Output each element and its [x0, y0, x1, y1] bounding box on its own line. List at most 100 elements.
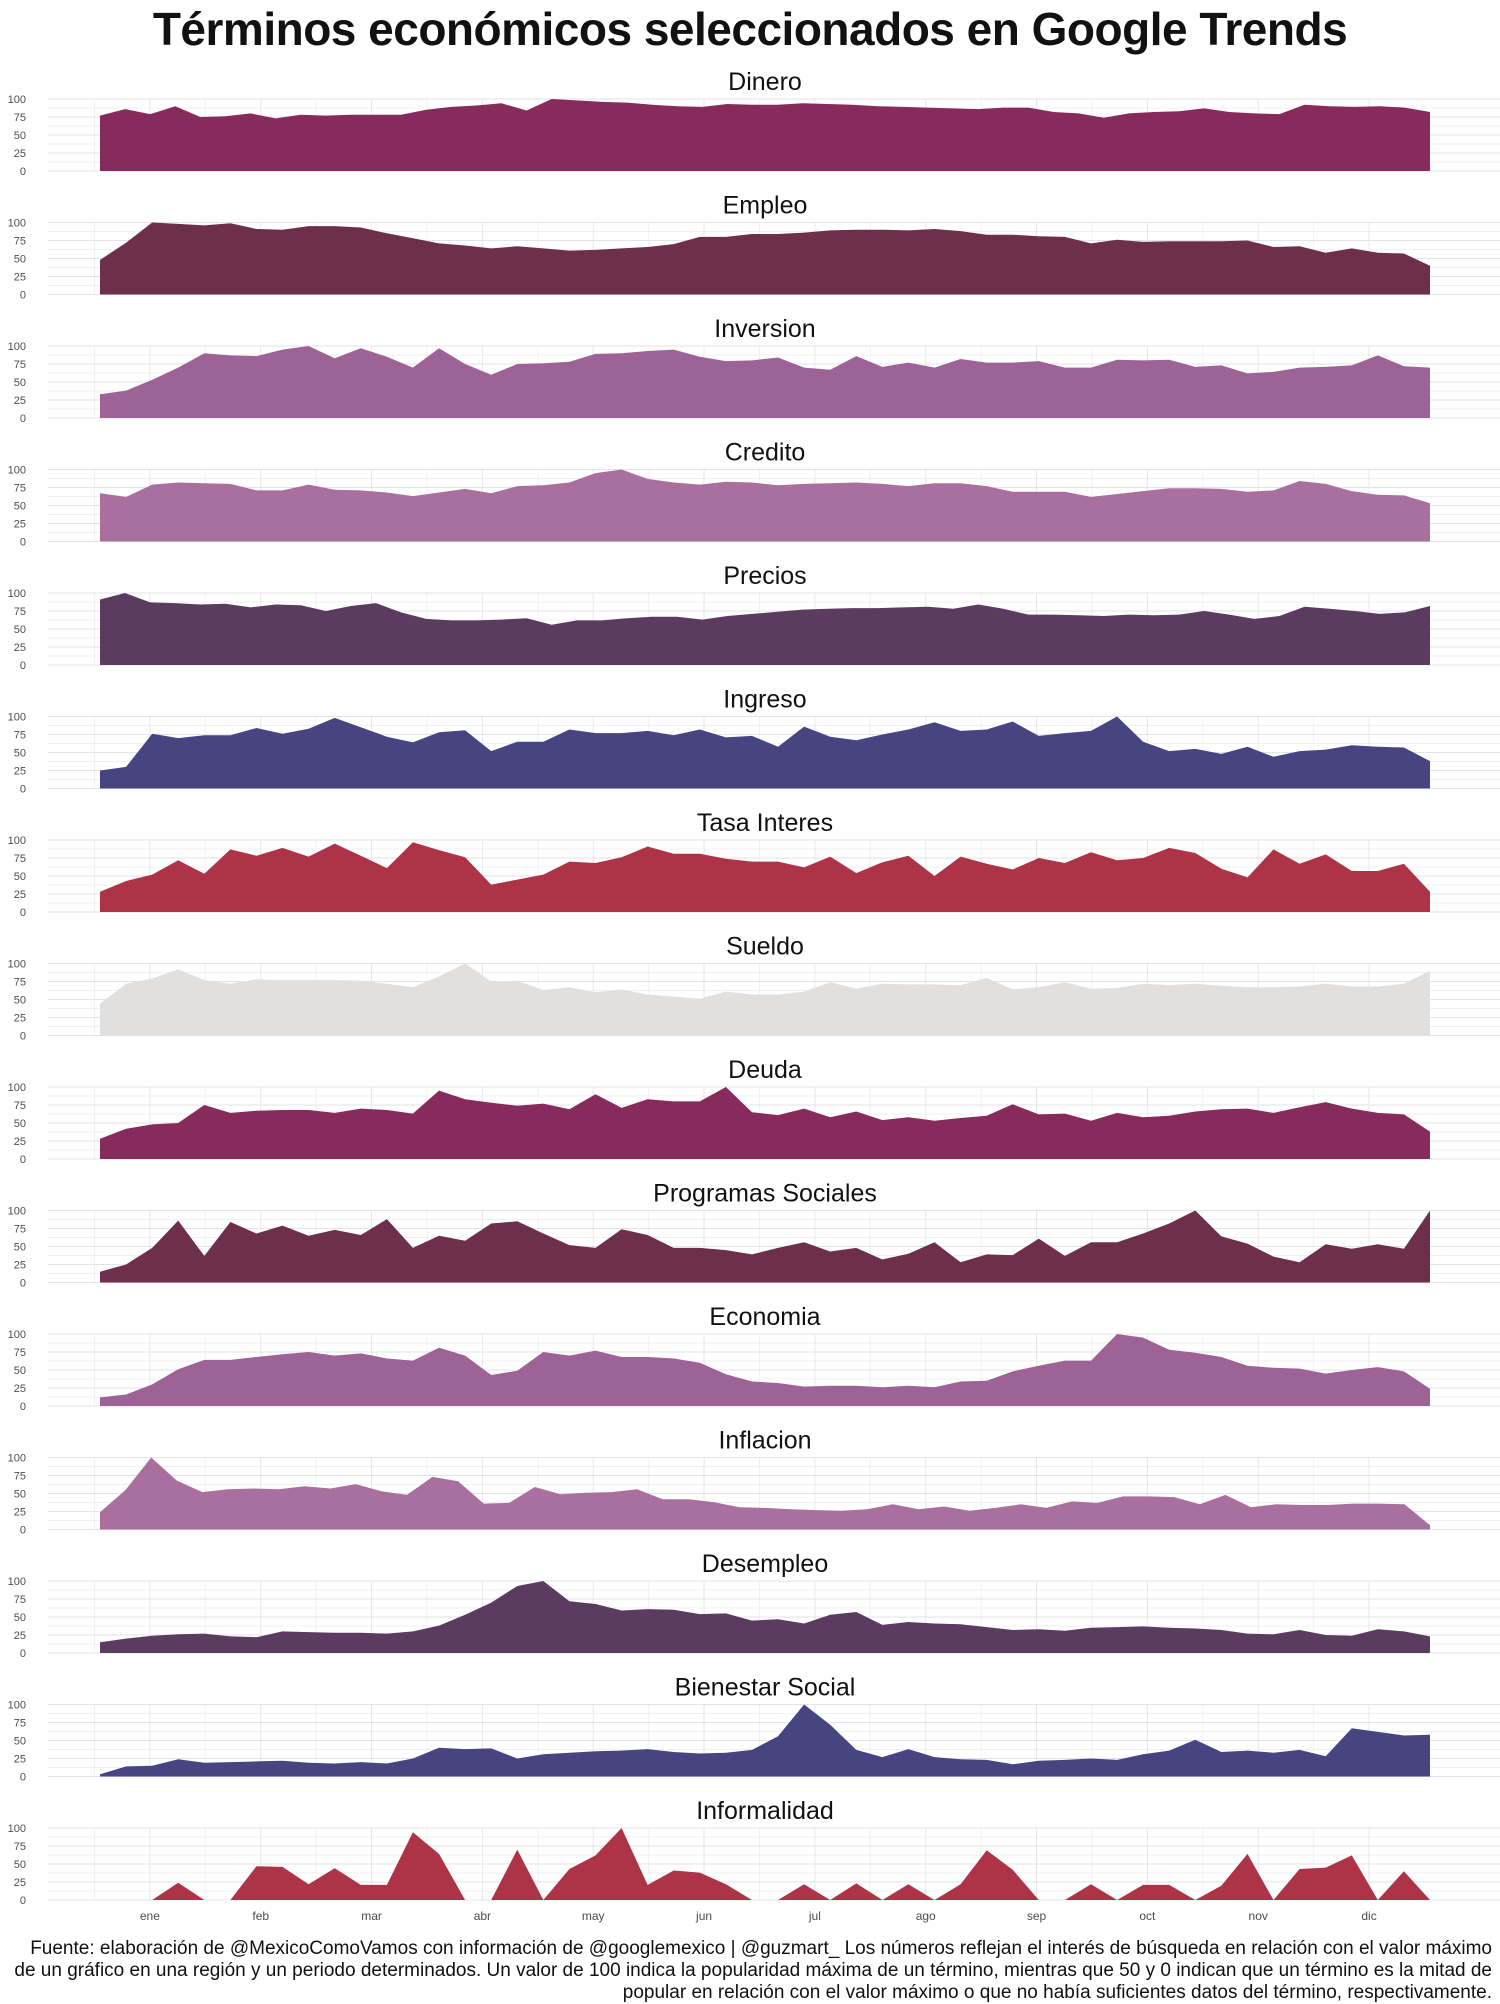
y-tick-label: 50 — [14, 871, 26, 883]
y-tick-label: 0 — [20, 1401, 26, 1413]
y-tick-label: 100 — [8, 1329, 26, 1341]
y-tick-label: 25 — [14, 1383, 26, 1395]
y-tick-label: 0 — [20, 784, 26, 796]
panel-sueldo: Sueldo 0 25 50 75 100 — [8, 933, 1500, 1043]
x-tick-label: feb — [252, 1909, 269, 1923]
y-tick-label: 100 — [8, 588, 26, 600]
y-tick-label: 25 — [14, 889, 26, 901]
y-tick-label: 50 — [14, 254, 26, 266]
y-tick-label: 100 — [8, 1700, 26, 1712]
panel-economia: Economia 0 25 50 75 100 — [8, 1303, 1500, 1413]
panel-desempleo: Desempleo 0 25 50 75 100 — [8, 1550, 1500, 1660]
area-programas-sociales — [100, 1210, 1430, 1283]
x-tick-label: ene — [140, 1909, 160, 1923]
x-tick-label: sep — [1027, 1909, 1047, 1923]
panel-title: Inflacion — [718, 1427, 811, 1455]
y-tick-label: 75 — [14, 1100, 26, 1112]
y-tick-label: 0 — [20, 1278, 26, 1290]
y-tick-label: 100 — [8, 94, 26, 106]
x-tick-label: ago — [916, 1909, 936, 1923]
y-tick-label: 25 — [14, 1013, 26, 1025]
y-tick-label: 100 — [8, 1082, 26, 1094]
area-desempleo — [100, 1581, 1430, 1653]
panel-title: Inversion — [714, 315, 815, 343]
x-tick-label: mar — [361, 1909, 382, 1923]
panel-title: Deuda — [728, 1056, 802, 1084]
y-tick-label: 75 — [14, 1347, 26, 1359]
y-tick-label: 50 — [14, 624, 26, 636]
panel-title: Economia — [709, 1303, 820, 1331]
panel-title: Tasa Interes — [697, 809, 833, 837]
y-tick-label: 75 — [14, 1718, 26, 1730]
y-tick-label: 50 — [14, 1736, 26, 1748]
panel-title: Sueldo — [726, 933, 804, 961]
panel-inversion: Inversion 0 25 50 75 100 — [8, 315, 1500, 425]
panel-title: Dinero — [728, 68, 802, 96]
x-tick-label: jul — [808, 1909, 821, 1923]
panel-inflacion: Inflacion 0 25 50 75 100 — [8, 1427, 1500, 1537]
panel-tasa-interes: Tasa Interes 0 25 50 75 100 — [8, 809, 1500, 919]
y-tick-label: 25 — [14, 1877, 26, 1889]
panel-bienestar-social: Bienestar Social 0 25 50 75 100 — [8, 1674, 1500, 1784]
y-tick-label: 25 — [14, 395, 26, 407]
y-tick-label: 0 — [20, 1648, 26, 1660]
source-caption: Fuente: elaboración de @MexicoComoVamos … — [14, 1938, 1492, 2003]
y-tick-label: 0 — [20, 166, 26, 178]
y-tick-label: 25 — [14, 1260, 26, 1272]
y-tick-label: 100 — [8, 835, 26, 847]
panel-dinero: Dinero 0 25 50 75 100 — [8, 68, 1500, 178]
y-tick-label: 100 — [8, 465, 26, 477]
y-tick-label: 50 — [14, 1242, 26, 1254]
y-tick-label: 50 — [14, 377, 26, 389]
y-tick-label: 75 — [14, 1224, 26, 1236]
area-tasa-interes — [100, 842, 1430, 912]
y-tick-label: 75 — [14, 359, 26, 371]
y-tick-label: 100 — [8, 959, 26, 971]
panel-precios: Precios 0 25 50 75 100 — [8, 562, 1500, 672]
y-tick-label: 25 — [14, 1136, 26, 1148]
y-tick-label: 0 — [20, 1772, 26, 1784]
area-precios — [100, 593, 1430, 665]
y-tick-label: 100 — [8, 1823, 26, 1835]
panel-empleo: Empleo 0 25 50 75 100 — [8, 192, 1500, 302]
area-informalidad — [100, 1828, 1430, 1900]
y-tick-label: 25 — [14, 1754, 26, 1766]
y-tick-label: 75 — [14, 1841, 26, 1853]
y-tick-label: 100 — [8, 1576, 26, 1588]
y-tick-label: 75 — [14, 112, 26, 124]
y-tick-label: 25 — [14, 1630, 26, 1642]
panel-title: Ingreso — [723, 686, 806, 714]
x-tick-label: abr — [474, 1909, 491, 1923]
y-tick-label: 75 — [14, 853, 26, 865]
y-tick-label: 0 — [20, 413, 26, 425]
panel-programas-sociales: Programas Sociales 0 25 50 75 100 — [8, 1180, 1500, 1290]
panel-ingreso: Ingreso 0 25 50 75 100 — [8, 686, 1500, 796]
area-credito — [100, 469, 1430, 542]
panel-title: Credito — [725, 439, 806, 467]
y-tick-label: 50 — [14, 501, 26, 513]
y-tick-label: 50 — [14, 1489, 26, 1501]
y-tick-label: 25 — [14, 766, 26, 778]
y-tick-label: 0 — [20, 1525, 26, 1537]
area-dinero — [100, 99, 1430, 171]
y-tick-label: 50 — [14, 1612, 26, 1624]
x-tick-label: may — [582, 1909, 605, 1923]
y-tick-label: 50 — [14, 748, 26, 760]
panel-informalidad: Informalidad 0 25 50 75 100 — [8, 1797, 1500, 1907]
y-tick-label: 75 — [14, 730, 26, 742]
y-tick-label: 25 — [14, 519, 26, 531]
area-bienestar-social — [100, 1704, 1430, 1777]
y-tick-label: 100 — [8, 1453, 26, 1465]
y-tick-label: 0 — [20, 1895, 26, 1907]
page-title: Términos económicos seleccionados en Goo… — [152, 3, 1348, 55]
x-tick-label: dic — [1361, 1909, 1376, 1923]
panel-title: Precios — [723, 562, 806, 590]
y-tick-label: 25 — [14, 272, 26, 284]
y-tick-label: 50 — [14, 1118, 26, 1130]
y-tick-label: 100 — [8, 341, 26, 353]
y-tick-label: 25 — [14, 148, 26, 160]
x-tick-label: nov — [1249, 1909, 1268, 1923]
y-tick-label: 75 — [14, 977, 26, 989]
area-economia — [100, 1334, 1430, 1406]
